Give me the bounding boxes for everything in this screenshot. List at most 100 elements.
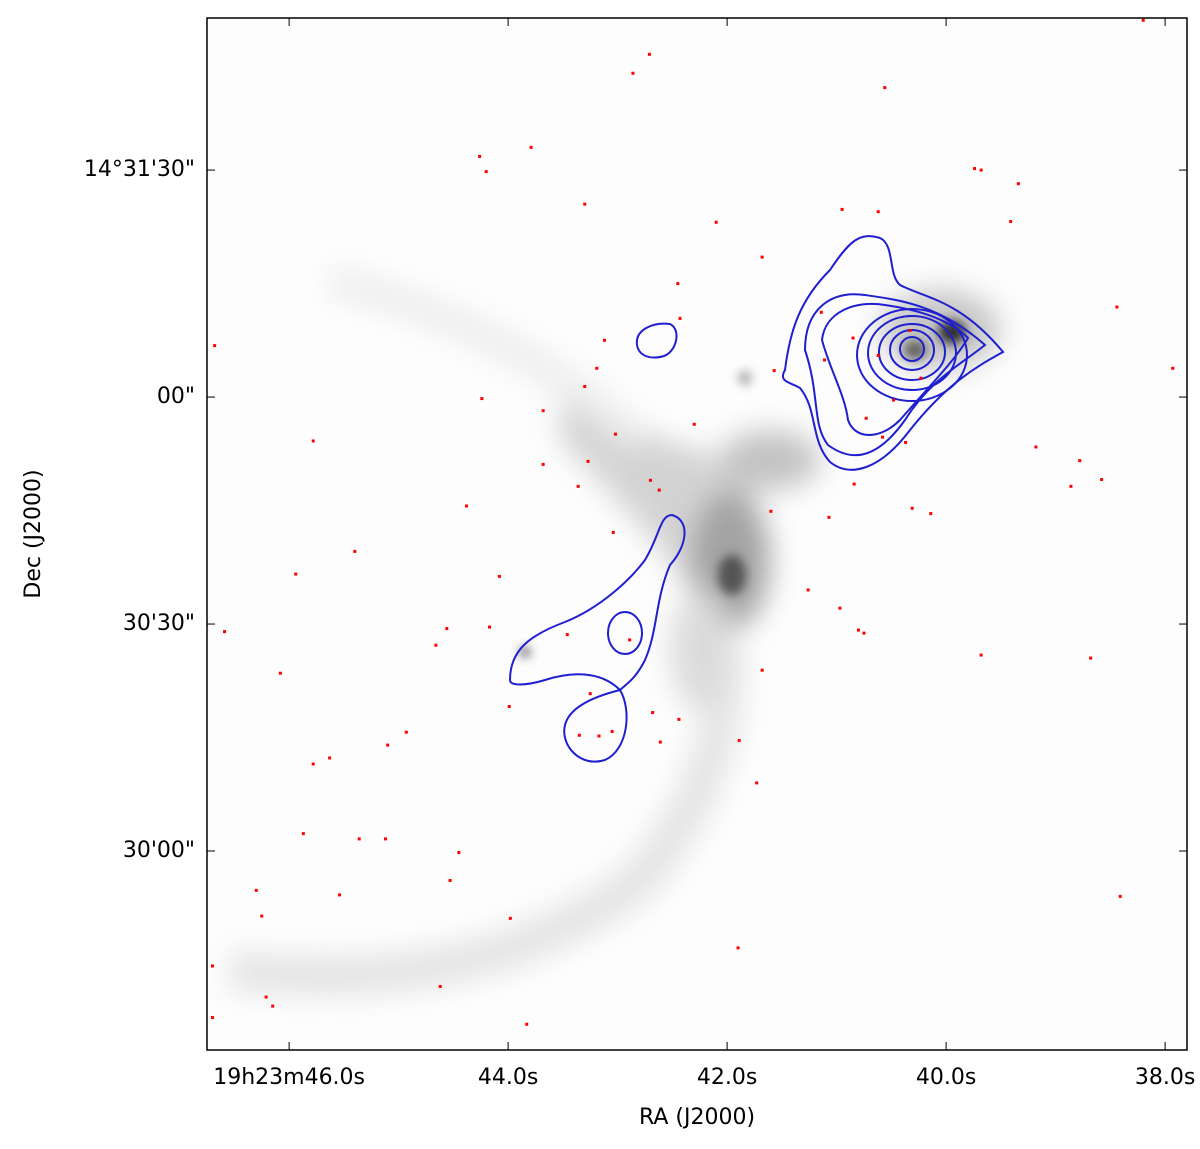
y-axis-label: Dec (J2000) [21, 469, 46, 598]
point [736, 946, 740, 950]
point [857, 628, 861, 632]
point [1078, 459, 1082, 463]
point [541, 409, 545, 413]
point [760, 668, 764, 672]
point [484, 170, 488, 174]
y-tick-label: 30'30" [123, 611, 195, 636]
point [541, 462, 545, 466]
point [658, 740, 662, 744]
point [588, 692, 592, 696]
point [497, 574, 501, 578]
point [892, 398, 896, 402]
point [772, 369, 776, 373]
point [278, 671, 282, 675]
point [301, 832, 305, 836]
point [260, 914, 264, 918]
point [311, 439, 315, 443]
point [480, 397, 484, 401]
point [806, 588, 810, 592]
point [755, 781, 759, 785]
point [507, 705, 511, 709]
point [677, 717, 681, 721]
point [1171, 366, 1175, 370]
points [210, 18, 1175, 1026]
point [864, 416, 868, 420]
point [628, 638, 632, 642]
point [271, 1004, 275, 1008]
point [647, 52, 651, 56]
point [737, 739, 741, 743]
point [583, 384, 587, 388]
x-tick-label: 38.0s [1135, 1065, 1195, 1090]
plot-frame [206, 17, 1188, 1051]
point [465, 504, 469, 508]
point [908, 328, 912, 332]
point [657, 488, 661, 492]
sky-image [207, 18, 1187, 1050]
point [1118, 894, 1122, 898]
point [1034, 445, 1038, 449]
point [576, 484, 580, 488]
point [565, 633, 569, 637]
point [328, 756, 332, 760]
point [851, 336, 855, 340]
point [210, 964, 214, 968]
point [1100, 478, 1104, 482]
point [525, 1022, 529, 1026]
point [264, 995, 268, 999]
point [353, 549, 357, 553]
point [404, 730, 408, 734]
point [1016, 182, 1020, 186]
point [760, 255, 764, 259]
point [529, 145, 533, 149]
point [979, 168, 983, 172]
point [973, 167, 977, 171]
point [840, 207, 844, 211]
point [919, 376, 923, 380]
point [383, 837, 387, 841]
point [210, 1015, 214, 1019]
point [434, 643, 438, 647]
point [823, 358, 827, 362]
point [769, 509, 773, 513]
point [613, 432, 617, 436]
point [583, 202, 587, 206]
point [714, 220, 718, 224]
x-tick-label: 19h23m46.0s [213, 1065, 365, 1090]
point [213, 344, 217, 348]
point [862, 631, 866, 635]
point [692, 422, 696, 426]
point [876, 210, 880, 214]
point [819, 310, 823, 314]
point [254, 888, 258, 892]
point [386, 743, 390, 747]
point [611, 530, 615, 534]
x-tick-label: 42.0s [697, 1065, 757, 1090]
point [597, 734, 601, 738]
point [651, 711, 655, 715]
point [577, 733, 581, 737]
point [1089, 656, 1093, 660]
point [910, 506, 914, 510]
point [979, 653, 983, 657]
x-axis-label: RA (J2000) [639, 1105, 755, 1130]
point [876, 353, 880, 357]
point [929, 512, 933, 516]
point [678, 316, 682, 320]
point [1115, 305, 1119, 309]
y-tick-label: 14°31'30" [84, 157, 195, 182]
point [478, 154, 482, 158]
point [337, 893, 341, 897]
point [508, 916, 512, 920]
point [223, 630, 227, 634]
point [881, 435, 885, 439]
point [488, 625, 492, 629]
point [610, 729, 614, 733]
point [357, 837, 361, 841]
point [1009, 220, 1013, 224]
point [1141, 18, 1145, 22]
point [838, 606, 842, 610]
point [648, 478, 652, 482]
point [631, 71, 635, 75]
